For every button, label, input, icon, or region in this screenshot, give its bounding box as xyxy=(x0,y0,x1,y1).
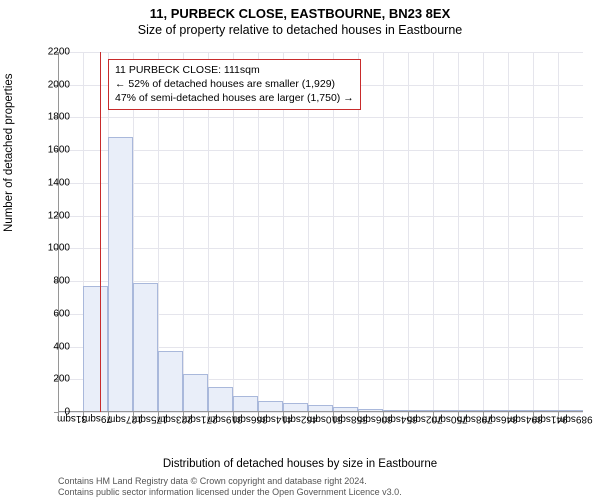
ytick-label: 1600 xyxy=(30,145,70,156)
x-axis-label: Distribution of detached houses by size … xyxy=(0,458,600,470)
annotation-line-1: 11 PURBECK CLOSE: 111sqm xyxy=(115,63,354,77)
chart-container: 11, PURBECK CLOSE, EASTBOURNE, BN23 8EX … xyxy=(0,0,600,500)
ytick-label: 600 xyxy=(30,308,70,319)
ytick-label: 200 xyxy=(30,374,70,385)
ytick-label: 1800 xyxy=(30,112,70,123)
annotation-line-2: ← 52% of detached houses are smaller (1,… xyxy=(115,77,354,91)
grid-line-h xyxy=(58,183,583,184)
annotation-line-3: 47% of semi-detached houses are larger (… xyxy=(115,91,354,105)
chart-subtitle: Size of property relative to detached ho… xyxy=(0,21,600,37)
chart-title: 11, PURBECK CLOSE, EASTBOURNE, BN23 8EX xyxy=(0,0,600,21)
ytick-label: 400 xyxy=(30,341,70,352)
grid-line-h xyxy=(58,117,583,118)
grid-line-v xyxy=(508,52,509,412)
footer-attribution: Contains HM Land Registry data © Crown c… xyxy=(58,476,402,498)
histogram-bar xyxy=(158,351,183,412)
histogram-bar xyxy=(233,396,258,412)
grid-line-h xyxy=(58,52,583,53)
histogram-bar xyxy=(183,374,208,412)
ytick-label: 1400 xyxy=(30,177,70,188)
histogram-bar xyxy=(83,286,108,412)
histogram-bar xyxy=(108,137,133,412)
grid-line-v xyxy=(533,52,534,412)
ytick-label: 1000 xyxy=(30,243,70,254)
grid-line-h xyxy=(58,248,583,249)
grid-line-v xyxy=(558,52,559,412)
grid-line-v xyxy=(408,52,409,412)
y-axis-label: Number of detached properties xyxy=(3,73,15,232)
ytick-label: 2000 xyxy=(30,79,70,90)
grid-line-v xyxy=(458,52,459,412)
grid-line-h xyxy=(58,150,583,151)
histogram-bar xyxy=(133,283,158,412)
y-axis-line xyxy=(58,52,59,412)
grid-line-v xyxy=(433,52,434,412)
grid-line-v xyxy=(483,52,484,412)
plot-area: 11 PURBECK CLOSE: 111sqm ← 52% of detach… xyxy=(58,52,583,412)
ytick-label: 2200 xyxy=(30,47,70,58)
property-marker-line xyxy=(100,52,102,412)
footer-line-2: Contains public sector information licen… xyxy=(58,487,402,498)
x-axis-line xyxy=(58,411,583,412)
histogram-bar xyxy=(208,387,233,412)
footer-line-1: Contains HM Land Registry data © Crown c… xyxy=(58,476,402,487)
ytick-label: 1200 xyxy=(30,210,70,221)
annotation-box: 11 PURBECK CLOSE: 111sqm ← 52% of detach… xyxy=(108,59,361,110)
grid-line-h xyxy=(58,216,583,217)
grid-line-v xyxy=(383,52,384,412)
ytick-label: 800 xyxy=(30,276,70,287)
